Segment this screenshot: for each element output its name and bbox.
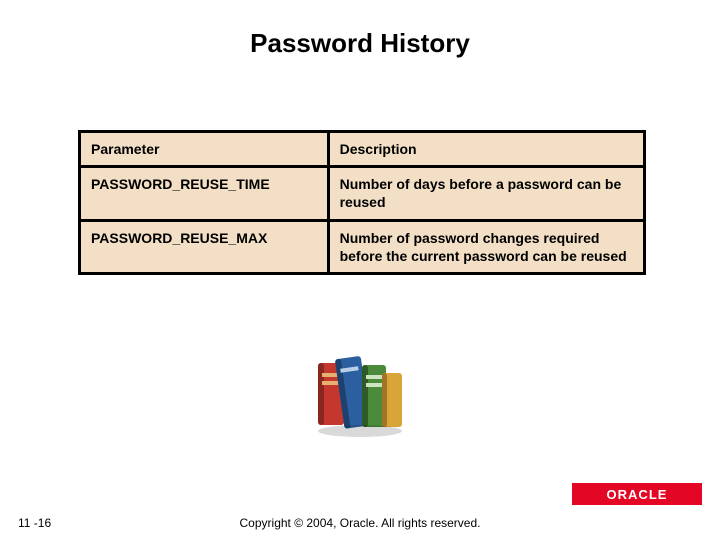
slide: Password History Parameter Description P… xyxy=(0,0,720,540)
parameter-table: Parameter Description PASSWORD_REUSE_TIM… xyxy=(78,130,646,275)
page-title: Password History xyxy=(0,0,720,59)
books-icon xyxy=(310,345,410,440)
oracle-logo: ORACLE xyxy=(607,487,668,502)
cell-desc: Number of password changes required befo… xyxy=(328,220,644,273)
copyright-text: Copyright © 2004, Oracle. All rights res… xyxy=(0,516,720,530)
oracle-logo-bar: ORACLE xyxy=(572,483,702,505)
table-row: PASSWORD_REUSE_MAX Number of password ch… xyxy=(80,220,645,273)
header-description: Description xyxy=(328,132,644,167)
table-row: PASSWORD_REUSE_TIME Number of days befor… xyxy=(80,167,645,220)
table-header-row: Parameter Description xyxy=(80,132,645,167)
cell-param: PASSWORD_REUSE_MAX xyxy=(80,220,329,273)
header-parameter: Parameter xyxy=(80,132,329,167)
cell-param: PASSWORD_REUSE_TIME xyxy=(80,167,329,220)
cell-desc: Number of days before a password can be … xyxy=(328,167,644,220)
